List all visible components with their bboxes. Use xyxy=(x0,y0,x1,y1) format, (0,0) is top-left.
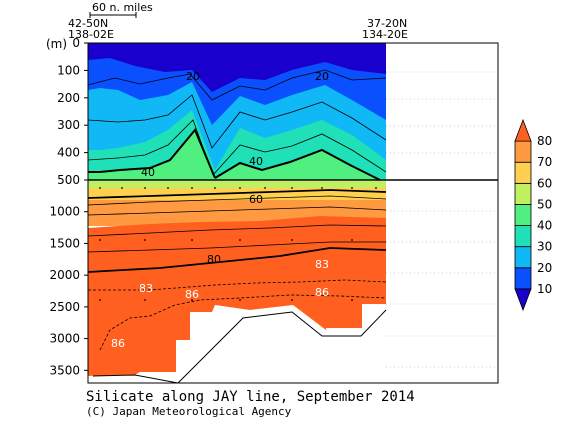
seafloor-fill xyxy=(88,372,176,383)
scale-bar-label: 60 n. miles xyxy=(92,1,153,14)
lower-tick-label: 3500 xyxy=(49,363,80,377)
lower-tick-label: 2000 xyxy=(49,268,80,282)
colorbar-swatch xyxy=(514,161,532,184)
colorbar-swatch xyxy=(514,246,532,269)
contour-label-group: 20 20 40 40 60 80 83 83 86 86 86 xyxy=(111,70,329,350)
upper-tick-label: 500 xyxy=(57,173,80,187)
colorbar-level-label: 10 xyxy=(537,282,552,296)
upper-depth-axis: 0 100 200 300 400 500 xyxy=(57,36,88,187)
lower-tick-label: 3000 xyxy=(49,332,80,346)
colorbar-level-label: 30 xyxy=(537,240,552,254)
upper-tick-label: 100 xyxy=(57,63,80,77)
end-station-lat: 37-20N xyxy=(367,17,407,30)
upper-tick-label: 0 xyxy=(72,36,80,50)
depth-guides xyxy=(386,71,498,368)
contour-label: 40 xyxy=(249,155,263,168)
plot-area xyxy=(88,43,498,383)
chart-credit: (C) Japan Meteorological Agency xyxy=(86,405,292,418)
plot-frame xyxy=(87,42,499,384)
contour-label: 40 xyxy=(141,166,155,179)
seafloor-line xyxy=(92,309,387,383)
contour-label: 86 xyxy=(111,337,125,350)
colorbar-swatch xyxy=(514,225,532,248)
sampling-points xyxy=(99,187,377,301)
start-station-lat: 42-50N xyxy=(68,17,108,30)
colorbar-swatch xyxy=(514,288,532,312)
contour-label: 83 xyxy=(315,258,329,271)
lower-depth-axis: 1000 1500 2000 2500 3000 3500 xyxy=(49,205,88,377)
depth-unit-label: (m) xyxy=(46,37,67,51)
upper-tick-label: 200 xyxy=(57,91,80,105)
contour-label: 60 xyxy=(249,193,263,206)
scale-bar: 60 n. miles xyxy=(89,1,153,18)
colorbar-level-label: 50 xyxy=(537,197,552,211)
upper-panel-bands xyxy=(88,43,386,181)
contour-label: 86 xyxy=(315,286,329,299)
start-station-lon: 138-02E xyxy=(68,28,114,41)
lower-tick-label: 1500 xyxy=(49,236,80,250)
contour-lines xyxy=(88,69,387,351)
contour-label: 80 xyxy=(207,253,221,266)
colorbar-swatch xyxy=(514,204,532,226)
colorbar-level-label: 70 xyxy=(537,155,552,169)
end-station-lon: 134-20E xyxy=(362,28,408,41)
contour-label: 20 xyxy=(315,70,329,83)
colorbar-swatch xyxy=(514,182,532,205)
colorbar-swatch xyxy=(514,140,532,163)
contour-label: 86 xyxy=(185,288,199,301)
upper-tick-label: 300 xyxy=(57,118,80,132)
colorbar: 10 20 30 40 50 60 70 80 xyxy=(514,118,552,312)
colorbar-level-label: 80 xyxy=(537,134,552,148)
contour-label: 20 xyxy=(186,70,200,83)
colorbar-level-label: 40 xyxy=(537,219,552,233)
colorbar-level-label: 60 xyxy=(537,176,552,190)
lower-tick-label: 2500 xyxy=(49,300,80,314)
lower-tick-label: 1000 xyxy=(49,205,80,219)
colorbar-swatch xyxy=(514,118,532,142)
colorbar-level-label: 20 xyxy=(537,261,552,275)
contour-label: 83 xyxy=(139,282,153,295)
colorbar-swatch xyxy=(514,267,532,290)
upper-tick-label: 400 xyxy=(57,146,80,160)
chart-title: Silicate along JAY line, September 2014 xyxy=(86,389,415,405)
